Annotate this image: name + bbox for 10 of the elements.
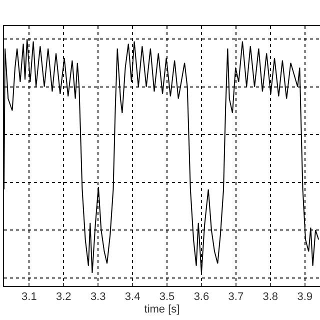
x-tick-label: 3.8 <box>262 291 278 304</box>
x-tick-label: 3.6 <box>194 291 210 304</box>
x-tick-label: 3.1 <box>22 291 37 304</box>
x-tick-label: 3.3 <box>90 291 106 304</box>
x-tick-label: 3.9 <box>297 291 312 304</box>
x-axis-title: time [s] <box>144 303 180 316</box>
x-tick-label: 3.5 <box>159 291 175 304</box>
x-tick-label: 3.7 <box>228 291 244 304</box>
x-tick-label: 3.4 <box>124 291 140 304</box>
x-tick-label: 3.2 <box>56 291 72 304</box>
